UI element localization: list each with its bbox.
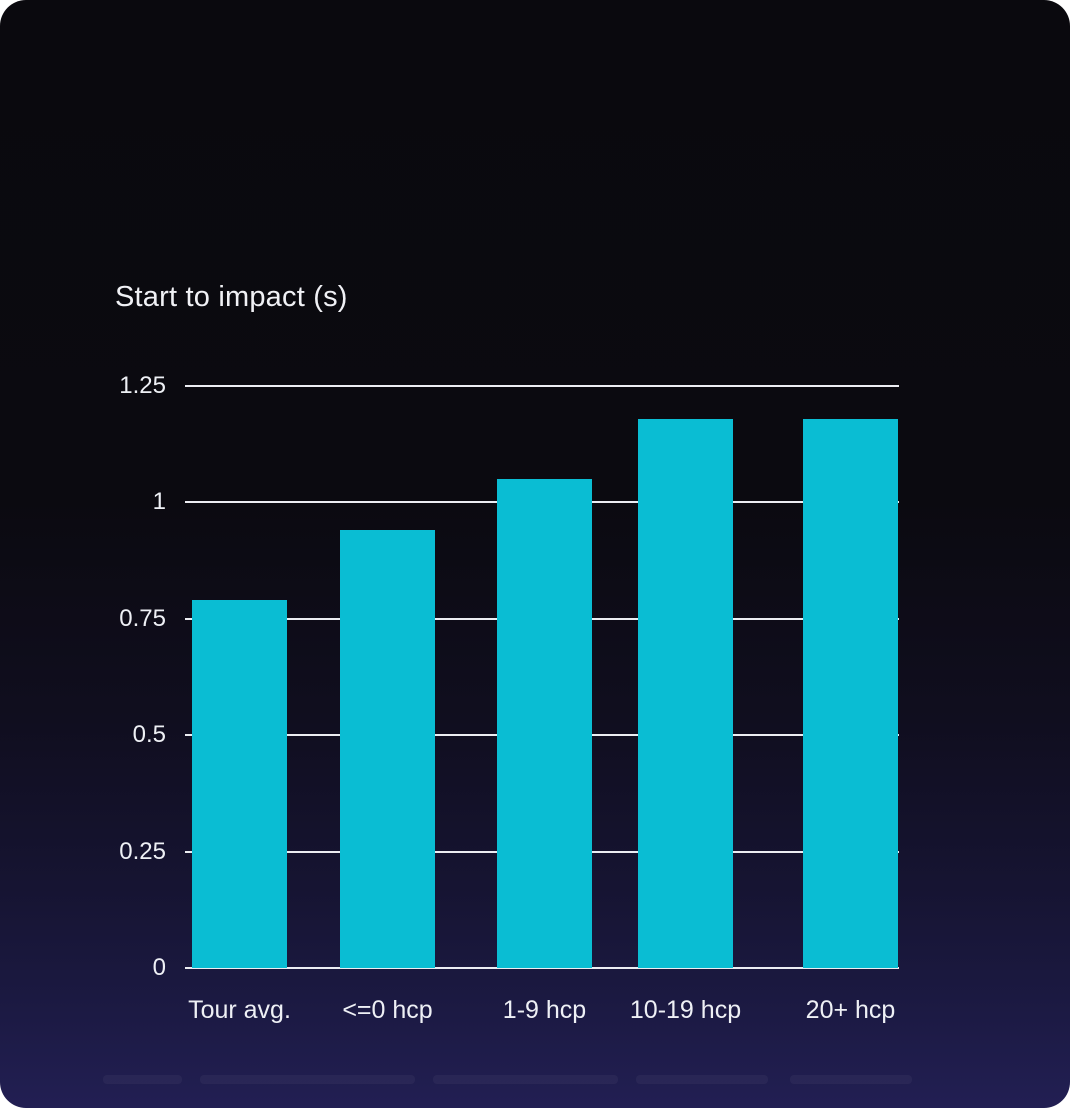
y-tick-label-0: 0 [152, 954, 166, 981]
y-tick-label-1: 1 [152, 488, 166, 516]
faint-streak [103, 1075, 182, 1084]
y-tick-label-1.25: 1.25 [119, 372, 166, 399]
gridline-0 [185, 967, 899, 969]
bar-1-9-hcp [497, 479, 592, 968]
x-category-label: 1-9 hcp [502, 996, 587, 1024]
y-tick-label-0.5: 0.5 [132, 721, 166, 749]
bar--0-hcp [340, 530, 435, 968]
gridline-1.25 [185, 385, 899, 387]
y-tick-label-0.75: 0.75 [119, 604, 166, 632]
y-tick-label-0.25: 0.25 [119, 837, 166, 865]
x-category-label: Tour avg. [188, 996, 291, 1024]
faint-streak [200, 1075, 415, 1084]
x-category-label: 10-19 hcp [629, 996, 742, 1024]
x-category-label: 20+ hcp [805, 996, 896, 1024]
faint-streak [636, 1075, 768, 1084]
x-category-label: <=0 hcp [342, 996, 433, 1024]
bar-20-hcp [803, 418, 898, 968]
bar-10-19-hcp [638, 418, 733, 968]
faint-streak [433, 1075, 618, 1084]
chart-title: Start to impact (s) [115, 281, 348, 313]
bar-tour-avg- [192, 600, 287, 968]
faint-streak [790, 1075, 912, 1084]
bar-chart-plot: 0 0.25 0.5 0.75 1 1.25 Tour avg. <=0 hcp 1-9 hc… [119, 374, 899, 1024]
